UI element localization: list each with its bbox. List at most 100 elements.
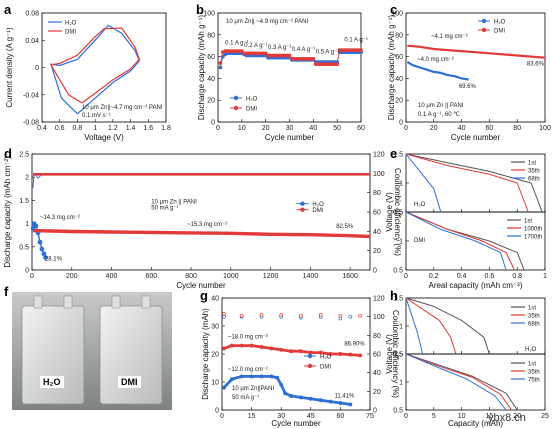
rate-point [218, 61, 223, 65]
ce-point [239, 313, 244, 318]
x-tick-label: 0 [404, 273, 408, 280]
annotation: 50 mA g⁻¹ [151, 206, 178, 212]
legend-label: H₂O [312, 202, 324, 208]
capacity-point [269, 374, 274, 379]
legend-label: H₂O [494, 20, 506, 26]
capacity-point [358, 353, 363, 358]
x-tick-label: 800 [185, 273, 197, 280]
x-tick-label: 1 [543, 273, 547, 280]
capacity-point [289, 349, 294, 354]
tab-icon [33, 295, 43, 309]
x-axis-label: Areal capacity (mAh cm⁻²) [428, 281, 522, 290]
capacity-point [308, 396, 313, 401]
axes-frames [31, 12, 546, 411]
capacity-point [279, 382, 284, 387]
voltage-curve [405, 211, 507, 271]
annotation: 82.5% [336, 224, 354, 230]
y-axis-label: Discharge capacity (mAh g⁻¹) [197, 15, 206, 120]
axes-frame [405, 12, 546, 123]
y-axis-label: Discharge capacity (mAh cm⁻²) [3, 156, 12, 268]
y-axis-label: Voltage (V) [385, 334, 394, 374]
legend-marker [233, 105, 239, 111]
annotation: 86.90% [344, 342, 365, 348]
y-tick-label: 80 [395, 32, 403, 39]
y-tick-label: 0.5 [19, 244, 29, 251]
x-tick-label: 0 [216, 125, 220, 132]
legend-label: H₂O [65, 21, 77, 27]
annotation: ~12.0 mg cm⁻² [228, 367, 268, 373]
legend-label: DMI [312, 208, 323, 214]
y2-tick-label: 40 [373, 370, 381, 377]
legend-label: 1st [524, 219, 532, 225]
capacity-point [275, 375, 280, 380]
y-axis-label: Discharge capacity (mAh) [201, 308, 210, 400]
x-axis-label: Cycle number [451, 133, 501, 142]
x-axis-label: Voltage (V) [84, 133, 124, 142]
tab-icon [111, 295, 121, 309]
legend-marker [300, 201, 305, 206]
capacity-point [33, 223, 39, 229]
pouch-cell-dmi [99, 305, 163, 405]
rate-label: 0.4 A g⁻¹ [292, 47, 316, 53]
panel-label-c: c [390, 2, 397, 17]
x-tick-label: 1600 [342, 273, 358, 280]
x-tick-label: 0.4 [37, 125, 47, 132]
y-tick-label: 0.5 [393, 408, 403, 415]
rate-point [239, 49, 244, 53]
y-tick-label: -0.04 [23, 92, 39, 99]
y2-tick-label: 40 [373, 229, 381, 236]
legend-label: 35th [528, 370, 540, 376]
x-tick-label: 20 [513, 413, 521, 420]
x-tick-label: 1400 [303, 273, 319, 280]
x-tick-label: 60 [357, 125, 365, 132]
capacity-point [229, 343, 234, 348]
y-tick-label: 1.5 [393, 210, 403, 217]
x-tick-label: 10 [458, 413, 466, 420]
y-tick-label: 1.5 [393, 352, 403, 359]
voltage-curve [405, 353, 507, 411]
legend-label: 1000th [524, 227, 542, 233]
capacity-point [249, 343, 254, 348]
x-tick-label: 60 [486, 125, 494, 132]
x-tick-label: 0.8 [73, 125, 83, 132]
y2-tick-label: 120 [373, 152, 385, 159]
capacity-point [348, 352, 353, 357]
capacity-point [239, 374, 244, 379]
y2-axis-label: Coulombic efficiency (%) [391, 310, 400, 398]
voltage-curve [405, 211, 515, 271]
voltage-curve [405, 297, 457, 355]
y2-tick-label: 120 [373, 296, 385, 303]
capacity-point [269, 346, 274, 351]
y-axis-label: Voltage (V) [385, 192, 394, 232]
y-tick-label: 1 [399, 181, 403, 188]
rate-point [335, 62, 340, 67]
voltage-curve [405, 153, 529, 213]
annotation: 10 μm Zn|| ~4.9 mg cm⁻² PANI [226, 19, 308, 25]
capacity-point [259, 345, 264, 349]
legend-label: H₂O [246, 97, 258, 103]
watermark: ybx8.cn [488, 412, 526, 424]
y-tick-label: 0 [399, 120, 403, 127]
annotation: ~15.3 mg cm⁻² [187, 222, 227, 228]
capacity-point [348, 402, 353, 407]
rate-label: 0.1 A g⁻¹ [225, 41, 249, 47]
x-tick-label: 0.6 [55, 125, 65, 132]
y-tick-label: 20 [211, 352, 219, 359]
capacity-point [298, 349, 303, 354]
y-tick-label: 0.5 [393, 352, 403, 359]
y-tick-label: 1.5 [19, 198, 29, 205]
legend-label: H₂O [320, 355, 332, 361]
rate-label: 0.1 A g⁻¹ [344, 37, 368, 43]
y2-tick-label: 20 [373, 389, 381, 396]
y-tick-label: 1 [399, 239, 403, 246]
y-tick-label: 20 [207, 98, 215, 105]
y-tick-label: 60 [207, 54, 215, 61]
capacity-point [239, 343, 244, 348]
legend-label: 1st [528, 161, 536, 167]
x-tick-label: 400 [106, 273, 118, 280]
rate-point [311, 56, 316, 61]
legend-label: 1st [528, 362, 536, 368]
y-tick-label: 0.5 [393, 268, 403, 275]
y-tick-label: 0 [211, 120, 215, 127]
axes-frame [405, 153, 546, 213]
